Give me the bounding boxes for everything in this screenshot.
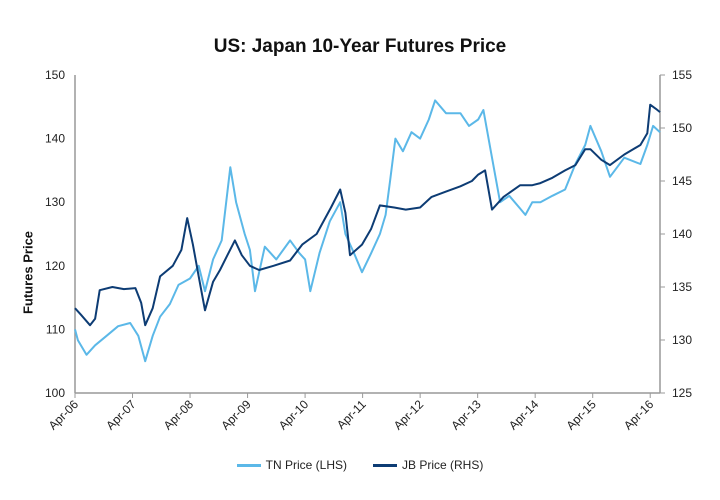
y-tick-left: 140 [45,132,65,146]
legend-label-tn: TN Price (LHS) [265,458,347,472]
x-tick-label: Apr-09 [218,397,254,433]
legend-item-jb: JB Price (RHS) [373,458,483,472]
legend-swatch-tn [236,463,261,467]
x-tick-label: Apr-12 [391,397,427,433]
legend-swatch-jb [373,463,397,467]
y-tick-right: 125 [672,386,692,400]
x-tick-label: Apr-16 [621,397,657,433]
x-tick-label: Apr-10 [276,397,312,433]
legend: TN Price (LHS) JB Price (RHS) [0,458,720,472]
y-tick-right: 130 [672,333,692,347]
legend-label-jb: JB Price (RHS) [402,458,484,472]
y-tick-left: 130 [45,195,65,209]
x-tick-label: Apr-15 [563,397,599,433]
x-tick-label: Apr-13 [448,397,484,433]
x-tick-label: Apr-11 [334,397,369,432]
chart-title: US: Japan 10-Year Futures Price [213,36,507,57]
x-tick-label: Apr-08 [161,397,197,433]
y-tick-right: 135 [672,280,692,294]
y-tick-left: 120 [45,259,65,273]
y-tick-left: 100 [45,386,65,400]
y-tick-right: 155 [672,68,692,82]
x-tick-label: Apr-06 [46,397,82,433]
series-line-tn [74,99,661,363]
y-tick-right: 150 [672,121,692,135]
x-tick-label: Apr-07 [103,397,139,433]
x-tick-label: Apr-14 [506,397,542,433]
y-tick-right: 145 [672,174,692,188]
y-tick-left: 150 [45,68,65,82]
series-line-jb [74,103,661,327]
y-tick-left: 110 [46,322,65,336]
legend-item-tn: TN Price (LHS) [236,458,347,472]
y-tick-right: 140 [672,227,692,241]
